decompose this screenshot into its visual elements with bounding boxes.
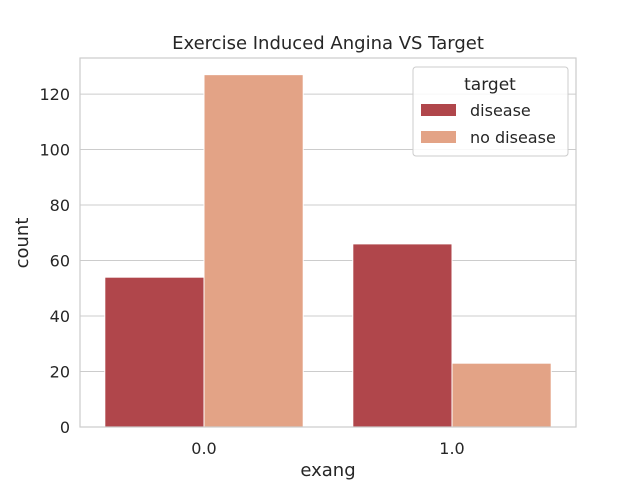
bar-no-disease-1-0 bbox=[451, 362, 552, 428]
legend-title: target bbox=[464, 75, 516, 95]
y-tick-labels: 0 20 40 60 80 100 120 bbox=[39, 85, 70, 437]
legend: target disease no disease bbox=[412, 66, 569, 157]
legend-swatch-disease bbox=[421, 104, 456, 116]
y-tick-label: 80 bbox=[50, 196, 70, 215]
legend-items: disease no disease bbox=[421, 101, 556, 147]
legend-swatch-no-disease bbox=[421, 131, 456, 143]
x-tick-label: 1.0 bbox=[439, 439, 464, 458]
x-tick-label: 0.0 bbox=[191, 439, 216, 458]
y-tick-label: 0 bbox=[60, 418, 70, 437]
bars bbox=[104, 74, 552, 428]
y-tick-label: 100 bbox=[39, 141, 70, 160]
y-tick-label: 20 bbox=[50, 363, 70, 382]
legend-label: disease bbox=[470, 101, 531, 120]
chart-title: Exercise Induced Angina VS Target bbox=[172, 33, 484, 54]
bar-no-disease-0-0 bbox=[203, 74, 304, 428]
legend-label: no disease bbox=[470, 128, 556, 147]
y-tick-label: 60 bbox=[50, 252, 70, 271]
x-tick-labels: 0.0 1.0 bbox=[191, 439, 464, 458]
y-tick-label: 120 bbox=[39, 85, 70, 104]
y-axis-label: count bbox=[12, 218, 33, 269]
bar-disease-0-0 bbox=[104, 276, 205, 428]
bar-disease-1-0 bbox=[352, 243, 453, 428]
x-axis-label: exang bbox=[300, 460, 355, 480]
y-tick-label: 40 bbox=[50, 307, 70, 326]
plot-frame bbox=[79, 57, 577, 428]
